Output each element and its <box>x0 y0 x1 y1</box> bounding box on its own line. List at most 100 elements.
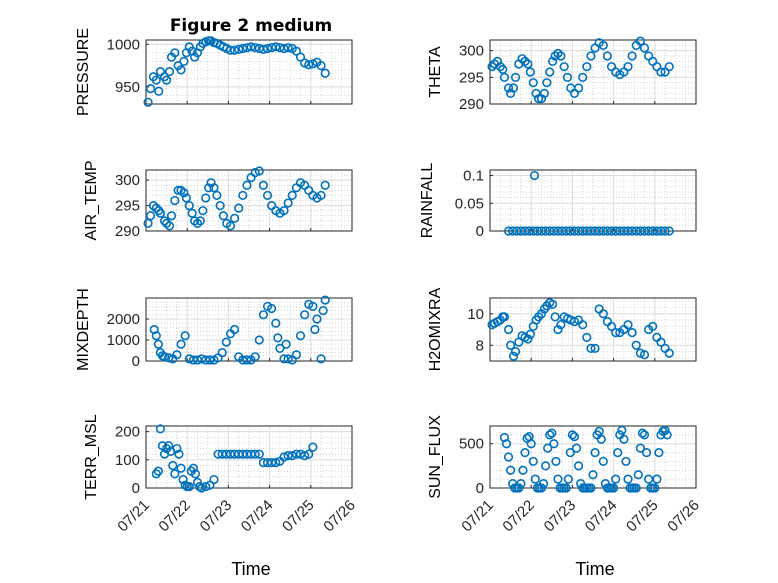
y-tick-label: 300 <box>115 172 140 189</box>
data-point <box>316 190 326 201</box>
data-point <box>633 470 643 480</box>
data-point <box>539 88 549 98</box>
data-point <box>503 83 514 93</box>
data-point <box>221 337 231 347</box>
data-point <box>648 321 658 331</box>
data-point <box>617 425 627 436</box>
data-point <box>215 200 225 211</box>
x-axis-label-right: Time <box>575 559 614 579</box>
x-tick-label: 07/21 <box>114 497 153 536</box>
data-point <box>623 320 633 330</box>
data-point <box>168 460 178 471</box>
data-point <box>153 339 163 349</box>
data-point <box>159 352 170 362</box>
data-point <box>262 190 273 201</box>
data-point <box>181 193 191 203</box>
subplot-h2omixra: 8 10 H2OMIXRA <box>427 287 697 371</box>
x-tick-label: 07/22 <box>499 497 538 536</box>
data-point <box>162 75 172 85</box>
axes-outline <box>145 169 353 232</box>
data-point <box>508 83 519 93</box>
data-point <box>627 328 637 338</box>
y-axis-label: TERR_MSL <box>83 414 100 499</box>
data-point <box>295 52 306 62</box>
data-point <box>518 465 528 475</box>
data-point <box>639 43 650 53</box>
y-tick-label: 1000 <box>107 36 140 53</box>
data-point <box>320 180 330 190</box>
y-tick-label: 100 <box>115 452 140 469</box>
data-point <box>164 66 175 77</box>
data-point <box>176 339 186 349</box>
data-point <box>320 295 330 305</box>
data-point <box>660 226 670 236</box>
data-point <box>549 439 559 449</box>
data-point <box>267 303 277 314</box>
data-point <box>242 355 252 365</box>
data-point <box>229 45 240 55</box>
data-point <box>176 463 186 473</box>
data-point <box>304 60 314 70</box>
data-point <box>506 340 516 350</box>
data-point <box>258 180 269 190</box>
data-point <box>281 339 291 349</box>
data-point <box>271 318 281 328</box>
data-point <box>530 474 540 484</box>
data-point <box>573 83 584 93</box>
y-tick-label: 0 <box>476 480 484 497</box>
data-point <box>271 42 281 52</box>
data-point <box>631 483 641 493</box>
y-tick-label: 8 <box>476 337 484 354</box>
data-point <box>178 474 188 485</box>
axes-outline <box>489 297 697 362</box>
data-point <box>639 350 650 360</box>
data-point <box>180 331 190 341</box>
data-point <box>569 317 580 327</box>
data-point <box>499 312 510 322</box>
data-point <box>656 67 666 77</box>
data-point <box>536 309 547 319</box>
data-point <box>545 67 555 77</box>
data-point <box>151 75 161 85</box>
data-point <box>561 483 571 493</box>
data-point <box>631 340 641 350</box>
data-point <box>291 350 301 360</box>
data-point <box>155 208 166 218</box>
y-axis-label: MIXDEPTH <box>75 288 92 371</box>
data-point <box>308 301 318 312</box>
data-point <box>271 458 281 468</box>
data-point <box>188 463 198 473</box>
data-point <box>283 43 293 53</box>
data-point <box>523 59 533 69</box>
data-point <box>499 72 510 82</box>
data-point <box>190 469 201 479</box>
data-point <box>229 213 240 223</box>
y-tick-label: 295 <box>459 69 484 86</box>
x-tick-label: 07/24 <box>238 497 277 536</box>
data-point <box>166 211 177 221</box>
data-point <box>623 62 633 72</box>
data-point <box>545 430 555 440</box>
y-axis-label: RAINFALL <box>419 163 436 239</box>
data-point <box>316 354 326 364</box>
y-tick-label: 950 <box>115 79 140 96</box>
axes-outline <box>145 39 353 105</box>
data-point <box>159 216 170 226</box>
data-point <box>262 43 273 54</box>
data-point <box>279 206 289 216</box>
data-point <box>176 65 186 75</box>
data-point <box>550 312 560 322</box>
axes-outline <box>489 169 697 232</box>
subplot-sun-flux: 0 500 SUN_FLUX 07/21 07/22 07/23 07/24 07/25 07/… <box>427 415 703 535</box>
data-point <box>234 203 244 213</box>
data-point <box>602 51 613 61</box>
y-tick-label: 290 <box>459 96 484 113</box>
y-axis-label: AIR_TEMP <box>83 160 100 240</box>
data-point <box>594 426 604 436</box>
data-point <box>534 94 544 104</box>
data-point <box>238 190 248 201</box>
data-point <box>569 432 580 442</box>
data-point <box>312 314 322 324</box>
data-point <box>641 447 652 458</box>
